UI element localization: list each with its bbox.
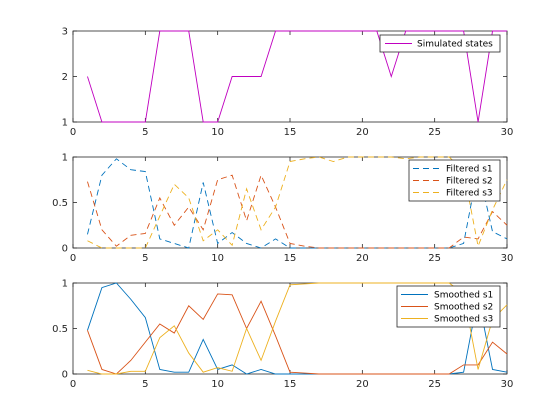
y-tick-label: 2 xyxy=(62,72,68,83)
x-tick-label: 5 xyxy=(142,379,148,390)
x-tick-label: 30 xyxy=(501,127,514,138)
x-tick-label: 30 xyxy=(501,253,514,264)
y-tick-label: 1 xyxy=(62,118,68,129)
x-tick-label: 10 xyxy=(211,127,224,138)
legend-label: Smoothed s1 xyxy=(434,291,493,301)
x-tick-label: 5 xyxy=(142,127,148,138)
x-tick-label: 25 xyxy=(428,379,441,390)
y-tick-label: 0.5 xyxy=(52,198,68,209)
y-tick-label: 0 xyxy=(62,370,68,381)
legend-box xyxy=(379,34,501,53)
legend-label: Smoothed s2 xyxy=(434,303,493,313)
x-tick-label: 20 xyxy=(356,253,369,264)
legend-label: Smoothed s3 xyxy=(434,315,493,325)
y-tick-label: 1 xyxy=(62,279,68,290)
legend: Filtered s1 Filtered s2 Filtered s3 xyxy=(408,159,501,202)
x-tick-label: 25 xyxy=(428,127,441,138)
y-tick-label: 0 xyxy=(62,244,68,255)
legend-label: Filtered s3 xyxy=(446,189,493,199)
series-line-3 xyxy=(87,282,508,375)
legend: Simulated states xyxy=(379,34,501,53)
series-line-2 xyxy=(87,293,508,375)
x-tick-label: 10 xyxy=(211,253,224,264)
y-tick-label: 3 xyxy=(62,27,68,38)
x-tick-label: 0 xyxy=(70,127,76,138)
y-tick-label: 1 xyxy=(62,153,68,164)
x-tick-label: 20 xyxy=(356,127,369,138)
legend: Smoothed s1 Smoothed s2 Smoothed s3 xyxy=(396,285,501,328)
y-tick-label: 0.5 xyxy=(52,324,68,335)
x-tick-label: 25 xyxy=(428,253,441,264)
series-line-1 xyxy=(87,158,508,249)
x-tick-label: 20 xyxy=(356,379,369,390)
series-line-1 xyxy=(87,30,507,123)
legend-label: Filtered s1 xyxy=(446,165,493,175)
x-tick-label: 5 xyxy=(142,253,148,264)
legend-label: Filtered s2 xyxy=(446,177,493,187)
x-tick-label: 15 xyxy=(284,253,297,264)
x-tick-label: 0 xyxy=(70,253,76,264)
legend-label: Simulated states xyxy=(417,40,493,50)
x-tick-label: 15 xyxy=(284,379,297,390)
x-tick-label: 10 xyxy=(211,379,224,390)
x-tick-label: 0 xyxy=(70,379,76,390)
subplot-1: 0 5 10 15 20 25 30 1 2 3 Simulated states xyxy=(62,27,514,139)
x-tick-label: 15 xyxy=(284,127,297,138)
x-tick-label: 30 xyxy=(501,379,514,390)
